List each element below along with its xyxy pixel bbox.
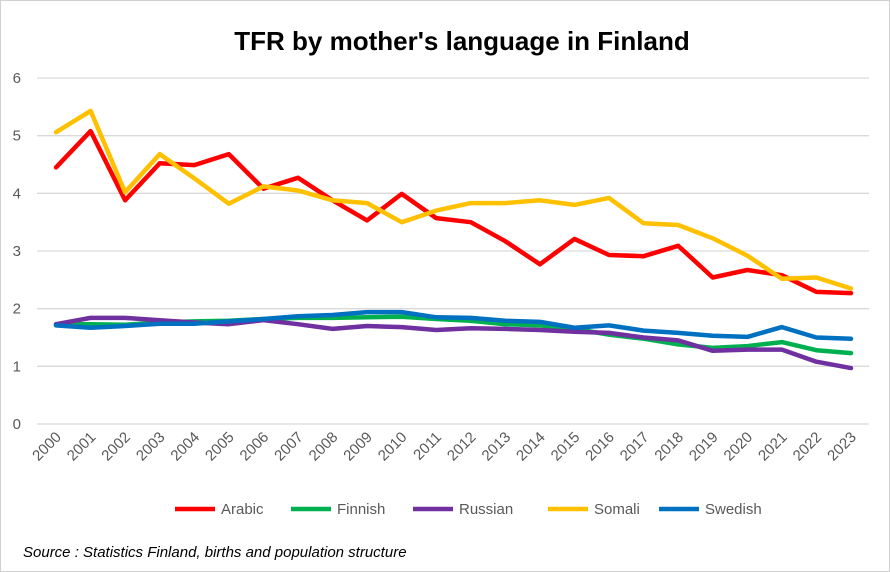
legend-label: Finnish bbox=[337, 501, 385, 518]
x-tick-label: 2019 bbox=[686, 429, 722, 465]
y-tick-label: 5 bbox=[13, 128, 21, 145]
chart-title: TFR by mother's language in Finland bbox=[234, 26, 689, 56]
y-tick-label: 4 bbox=[13, 185, 21, 202]
x-tick-label: 2005 bbox=[202, 429, 238, 465]
x-tick-label: 2013 bbox=[479, 429, 515, 465]
series-line-swedish bbox=[53, 309, 854, 341]
x-tick-label: 2010 bbox=[375, 429, 411, 465]
x-tick-label: 2015 bbox=[548, 429, 584, 465]
y-tick-label: 6 bbox=[13, 70, 21, 87]
x-tick-label: 2008 bbox=[306, 429, 342, 465]
x-tick-label: 2023 bbox=[824, 429, 860, 465]
x-tick-label: 2022 bbox=[790, 429, 826, 465]
x-tick-label: 2014 bbox=[513, 429, 549, 465]
x-tick-label: 2011 bbox=[410, 429, 445, 464]
y-tick-label: 0 bbox=[13, 416, 21, 433]
x-tick-label: 2017 bbox=[617, 429, 653, 465]
y-tick-label: 2 bbox=[13, 301, 21, 318]
x-tick-label: 2016 bbox=[582, 429, 618, 465]
legend-item-finnish: Finnish bbox=[291, 501, 385, 518]
x-tick-label: 2007 bbox=[271, 429, 307, 465]
x-tick-label: 2002 bbox=[98, 429, 134, 465]
legend-label: Somali bbox=[594, 501, 640, 518]
series-line-arabic bbox=[53, 128, 854, 296]
x-tick-label: 2009 bbox=[340, 429, 376, 465]
x-tick-label: 2006 bbox=[237, 429, 273, 465]
y-tick-label: 3 bbox=[13, 243, 21, 260]
x-tick-label: 2003 bbox=[133, 429, 169, 465]
x-tick-label: 2001 bbox=[64, 429, 100, 465]
y-tick-label: 1 bbox=[13, 358, 21, 375]
x-tick-label: 2000 bbox=[29, 429, 65, 465]
x-tick-label: 2021 bbox=[755, 429, 791, 465]
legend-label: Russian bbox=[459, 501, 513, 518]
x-tick-label: 2012 bbox=[444, 429, 480, 465]
legend-item-russian: Russian bbox=[413, 501, 513, 518]
x-tick-label: 2018 bbox=[651, 429, 687, 465]
legend-label: Arabic bbox=[221, 501, 264, 518]
legend-label: Swedish bbox=[705, 501, 762, 518]
x-tick-label: 2020 bbox=[721, 429, 757, 465]
series-line-somali bbox=[53, 108, 854, 291]
legend-item-swedish: Swedish bbox=[659, 501, 762, 518]
x-tick-label: 2004 bbox=[167, 429, 203, 465]
legend-item-arabic: Arabic bbox=[175, 501, 264, 518]
legend-item-somali: Somali bbox=[548, 501, 640, 518]
source-note: Source : Statistics Finland, births and … bbox=[23, 544, 407, 561]
